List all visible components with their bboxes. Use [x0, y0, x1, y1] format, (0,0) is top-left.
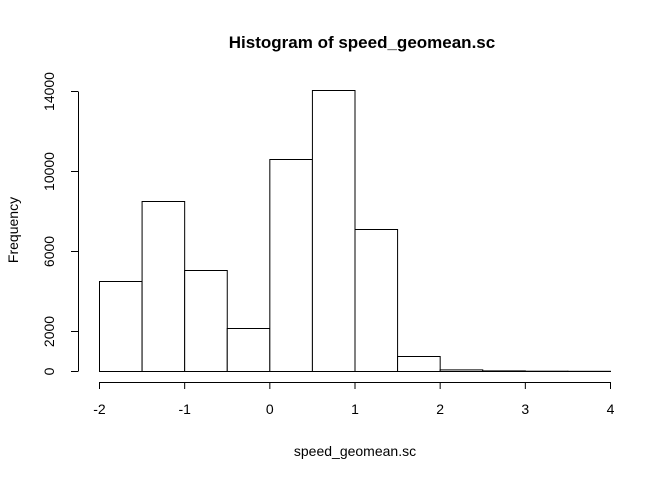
x-tick-label: 3 [521, 401, 529, 417]
histogram-bar [311, 90, 356, 372]
histogram-bar [354, 229, 399, 372]
x-tick-label: 0 [266, 401, 274, 417]
x-tick-label: 4 [607, 401, 615, 417]
histogram-bar [482, 370, 526, 372]
x-axis-label: speed_geomean.sc [294, 443, 416, 459]
x-tick-label: -2 [93, 401, 106, 417]
x-tick-label: 2 [436, 401, 444, 417]
x-axis: -2 -1 0 1 2 3 4 [93, 382, 615, 417]
y-tick-label: 10000 [41, 152, 57, 191]
histogram-bar [99, 281, 143, 372]
histogram-bar [141, 201, 186, 372]
y-axis: 0 2000 6000 10000 14000 [41, 72, 79, 375]
y-tick-label: 14000 [41, 72, 57, 111]
histogram-bar [397, 356, 441, 372]
x-tick-label: 1 [351, 401, 359, 417]
histogram-bar [439, 369, 484, 372]
histogram-bar [269, 159, 313, 372]
chart-title: Histogram of speed_geomean.sc [229, 33, 495, 52]
x-tick-label: -1 [178, 401, 191, 417]
y-axis-label: Frequency [5, 197, 21, 263]
y-tick-label: 0 [41, 367, 57, 375]
histogram-bar [184, 270, 228, 372]
histogram-bar [226, 328, 271, 372]
y-tick-label: 2000 [41, 316, 57, 347]
bars-group [99, 90, 612, 373]
y-tick-label: 6000 [41, 236, 57, 267]
